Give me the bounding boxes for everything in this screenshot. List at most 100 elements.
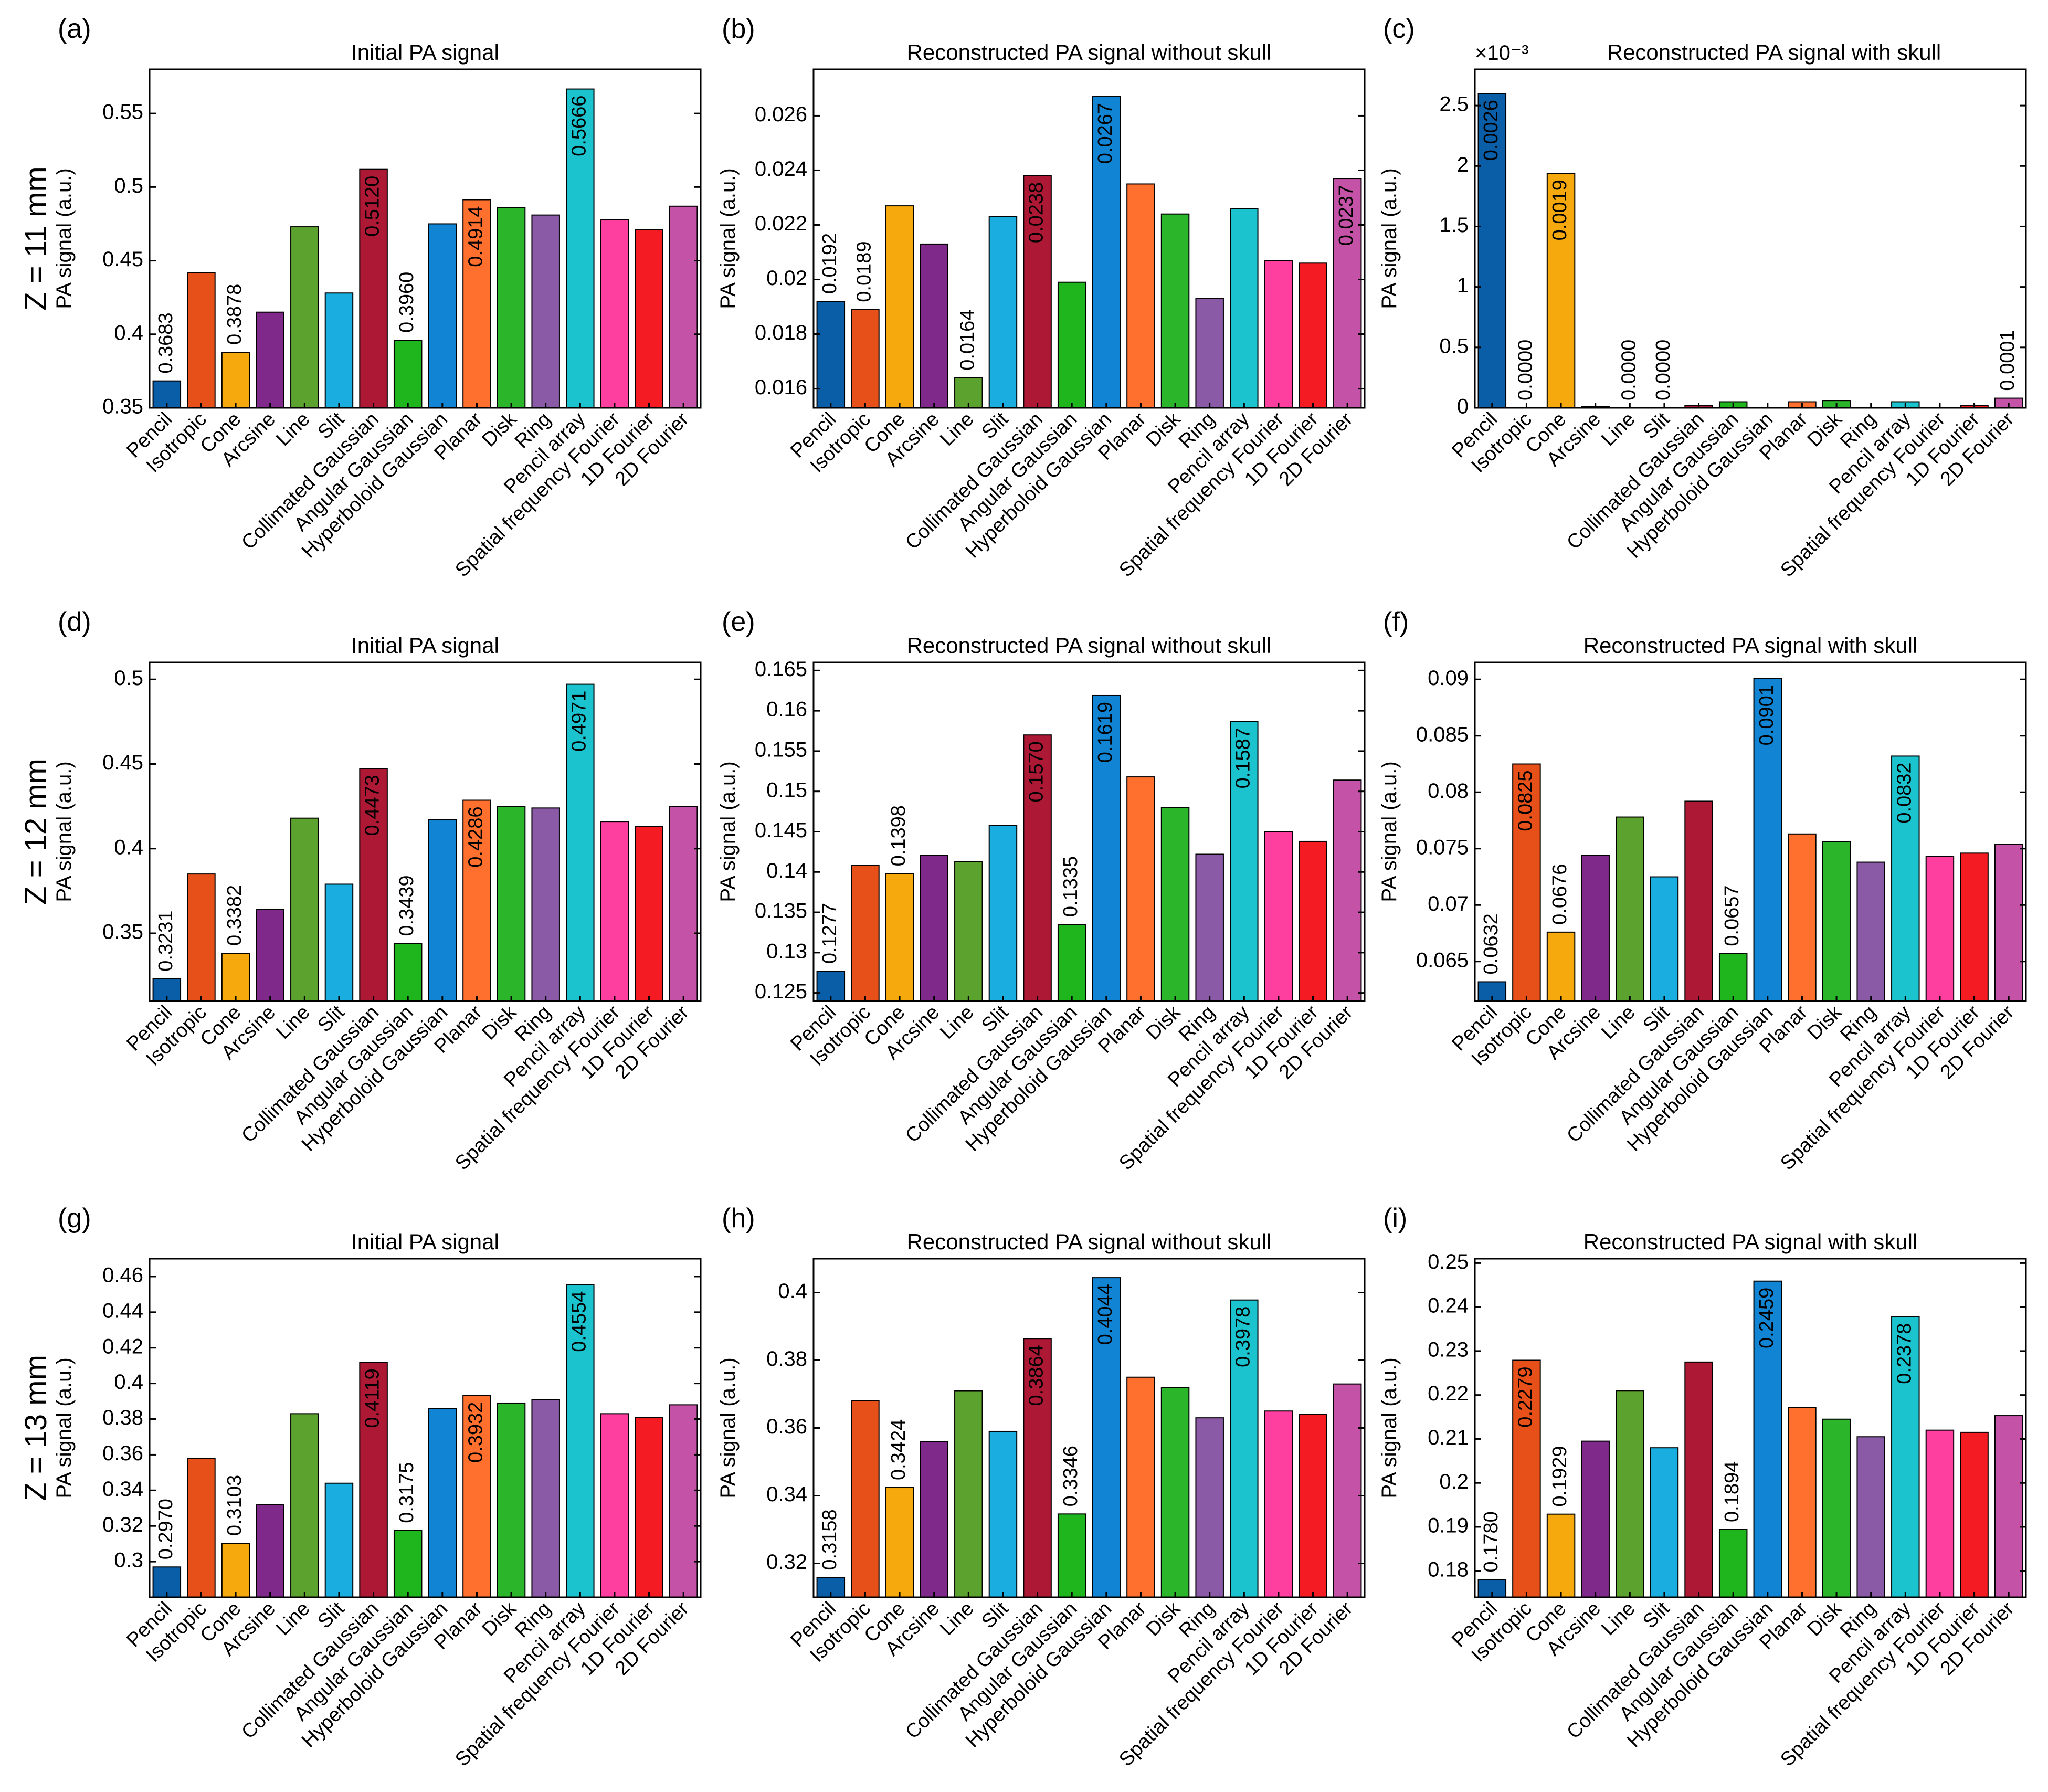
chart-title: Reconstructed PA signal without skull (907, 40, 1272, 65)
bar (1264, 1410, 1293, 1598)
x-tick-label: Line (936, 1002, 978, 1043)
data-label: 0.3158 (819, 1509, 841, 1570)
bar (669, 1404, 698, 1598)
bar (290, 226, 319, 408)
bar (1057, 924, 1086, 1002)
bar (497, 806, 526, 1002)
bar (531, 1399, 560, 1598)
panel-label: (d) (58, 607, 91, 637)
bar (1023, 734, 1052, 1002)
data-label: 0.3683 (155, 312, 177, 373)
y-tick-label: 0.07 (1428, 892, 1469, 915)
x-tick-label: Line (1597, 1002, 1639, 1043)
data-label: 0.3175 (396, 1462, 418, 1523)
data-label: 0.4971 (568, 691, 590, 752)
bar (497, 1402, 526, 1598)
data-label: 0.0657 (1721, 885, 1743, 946)
y-tick-label: 0.14 (766, 859, 807, 882)
data-label: 0.1335 (1060, 856, 1082, 917)
y-axis-label: PA signal (a.u.) (1378, 168, 1401, 309)
data-label: 0.0825 (1514, 771, 1536, 831)
y-tick-label: 0.18 (1428, 1558, 1469, 1581)
y-tick-label: 0.35 (102, 921, 143, 944)
bar (920, 855, 948, 1002)
row-label: Z = 11 mm (19, 166, 53, 310)
bar (1684, 1361, 1713, 1598)
plot-frame (149, 68, 702, 409)
bar (290, 817, 319, 1002)
bar (1994, 1415, 2023, 1598)
y-tick-label: 0.09 (1428, 667, 1469, 690)
y-tick-label: 2.5 (1439, 93, 1469, 116)
data-label: 0.3424 (888, 1419, 910, 1480)
plot-frame (1474, 661, 2027, 1002)
y-tick-label: 0.4 (114, 321, 143, 344)
data-label: 0.0019 (1549, 180, 1571, 240)
bar (324, 883, 354, 1002)
y-tick-label: 0.21 (1428, 1426, 1469, 1449)
y-tick-label: 0.5 (114, 667, 143, 690)
panel-label: (c) (1383, 14, 1415, 44)
x-tick-label: Disk (1142, 408, 1185, 451)
data-label: 0.3932 (465, 1402, 487, 1463)
bar (566, 88, 595, 409)
bar (1160, 807, 1190, 1002)
data-label: 0.2970 (155, 1499, 177, 1559)
data-label: 0.5120 (362, 176, 384, 237)
y-tick-label: 0.45 (102, 248, 143, 271)
bar (1057, 1513, 1086, 1598)
y-axis-label: PA signal (a.u.) (716, 761, 740, 902)
bar (1546, 173, 1576, 408)
bar (531, 807, 560, 1002)
y-tick-label: 0.25 (1428, 1250, 1469, 1273)
data-label: 0.1619 (1094, 702, 1116, 763)
bar (187, 873, 216, 1002)
chart-title: Reconstructed PA signal with skull (1607, 40, 1941, 65)
x-tick-label: Disk (1142, 1597, 1185, 1641)
plot-frame (812, 68, 1366, 409)
data-label: 0.0189 (853, 241, 875, 302)
x-tick-label: Line (272, 408, 314, 450)
bar (1057, 281, 1086, 409)
bar (531, 214, 560, 408)
y-tick-label: 0.36 (102, 1442, 143, 1465)
bar (1126, 1376, 1155, 1598)
y-tick-label: 0.16 (766, 698, 807, 721)
x-tick-label: Line (1597, 1598, 1639, 1640)
panel-label: (i) (1383, 1203, 1407, 1234)
panel-label: (g) (58, 1203, 91, 1234)
data-label: 0.0164 (956, 310, 978, 371)
y-tick-label: 0.42 (102, 1335, 143, 1358)
y-axis-label: PA signal (a.u.) (716, 168, 740, 309)
data-label: 0.1277 (819, 903, 841, 964)
y-tick-label: 0.024 (755, 157, 807, 181)
bar (851, 1400, 880, 1598)
bar (324, 1482, 354, 1598)
x-tick-label: Disk (478, 1001, 521, 1045)
x-tick-label: Disk (478, 1597, 521, 1641)
data-label: 0.2378 (1893, 1323, 1915, 1384)
y-tick-label: 0.55 (102, 101, 143, 124)
panel-label: (a) (58, 14, 91, 44)
data-label: 0.3346 (1060, 1446, 1082, 1506)
axis-exponent-label: ×10⁻³ (1475, 41, 1528, 65)
data-label: 0.0237 (1335, 185, 1357, 246)
bar (954, 1390, 983, 1598)
bar (1753, 678, 1782, 1002)
bar (1684, 800, 1713, 1002)
data-label: 0.4473 (362, 775, 384, 836)
bar (393, 1530, 423, 1598)
bar (988, 216, 1018, 408)
bar (1333, 1383, 1362, 1598)
bar (600, 821, 629, 1002)
data-label: 0.3231 (155, 911, 177, 972)
bar (1023, 1338, 1052, 1598)
data-label: 0.1929 (1549, 1446, 1571, 1506)
data-label: 0.1570 (1026, 741, 1048, 802)
y-tick-label: 0.065 (1416, 948, 1469, 972)
bar (1581, 855, 1610, 1002)
bar (1925, 1429, 1955, 1598)
y-axis-label: PA signal (a.u.) (52, 168, 76, 309)
plot-frame (149, 1258, 702, 1598)
